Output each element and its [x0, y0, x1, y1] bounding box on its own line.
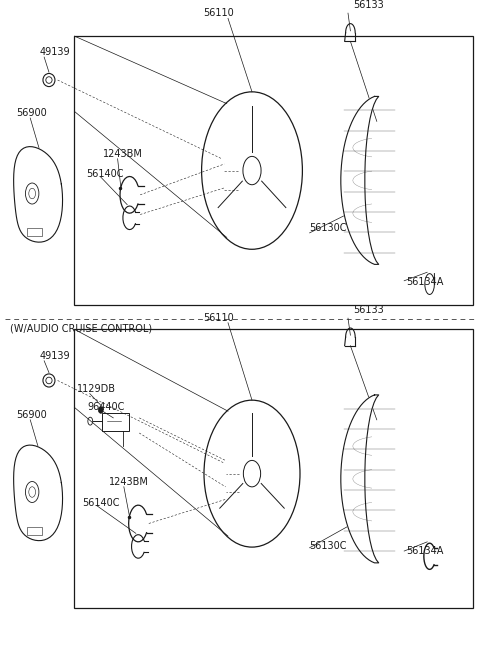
Text: 56134A: 56134A — [407, 277, 444, 287]
Text: 49139: 49139 — [39, 47, 70, 57]
Text: 1243BM: 1243BM — [109, 477, 149, 487]
Bar — [74, 329, 473, 608]
Polygon shape — [341, 96, 379, 264]
Bar — [27, 527, 42, 535]
Bar — [27, 228, 42, 236]
Polygon shape — [341, 395, 379, 563]
Text: 49139: 49139 — [39, 351, 70, 361]
Text: 56130C: 56130C — [310, 223, 347, 233]
Text: 56110: 56110 — [203, 9, 234, 18]
Text: (W/AUDIO CRUISE CONTROL): (W/AUDIO CRUISE CONTROL) — [10, 323, 152, 333]
Text: 56140C: 56140C — [83, 498, 120, 508]
Ellipse shape — [98, 407, 103, 413]
Text: 56900: 56900 — [16, 108, 47, 118]
Bar — [102, 413, 129, 431]
Text: 56133: 56133 — [353, 0, 384, 10]
Text: 56134A: 56134A — [407, 546, 444, 556]
Text: 56110: 56110 — [203, 313, 234, 323]
Polygon shape — [13, 147, 62, 242]
Polygon shape — [425, 274, 434, 295]
Text: 56133: 56133 — [353, 305, 384, 315]
Text: 56900: 56900 — [16, 410, 47, 420]
Text: 1243BM: 1243BM — [103, 149, 143, 159]
Bar — [74, 36, 473, 305]
Polygon shape — [13, 445, 62, 541]
Text: 56130C: 56130C — [310, 541, 347, 551]
Text: 96440C: 96440C — [87, 402, 125, 412]
Text: 1129DB: 1129DB — [77, 384, 116, 394]
Text: 56140C: 56140C — [86, 169, 124, 179]
